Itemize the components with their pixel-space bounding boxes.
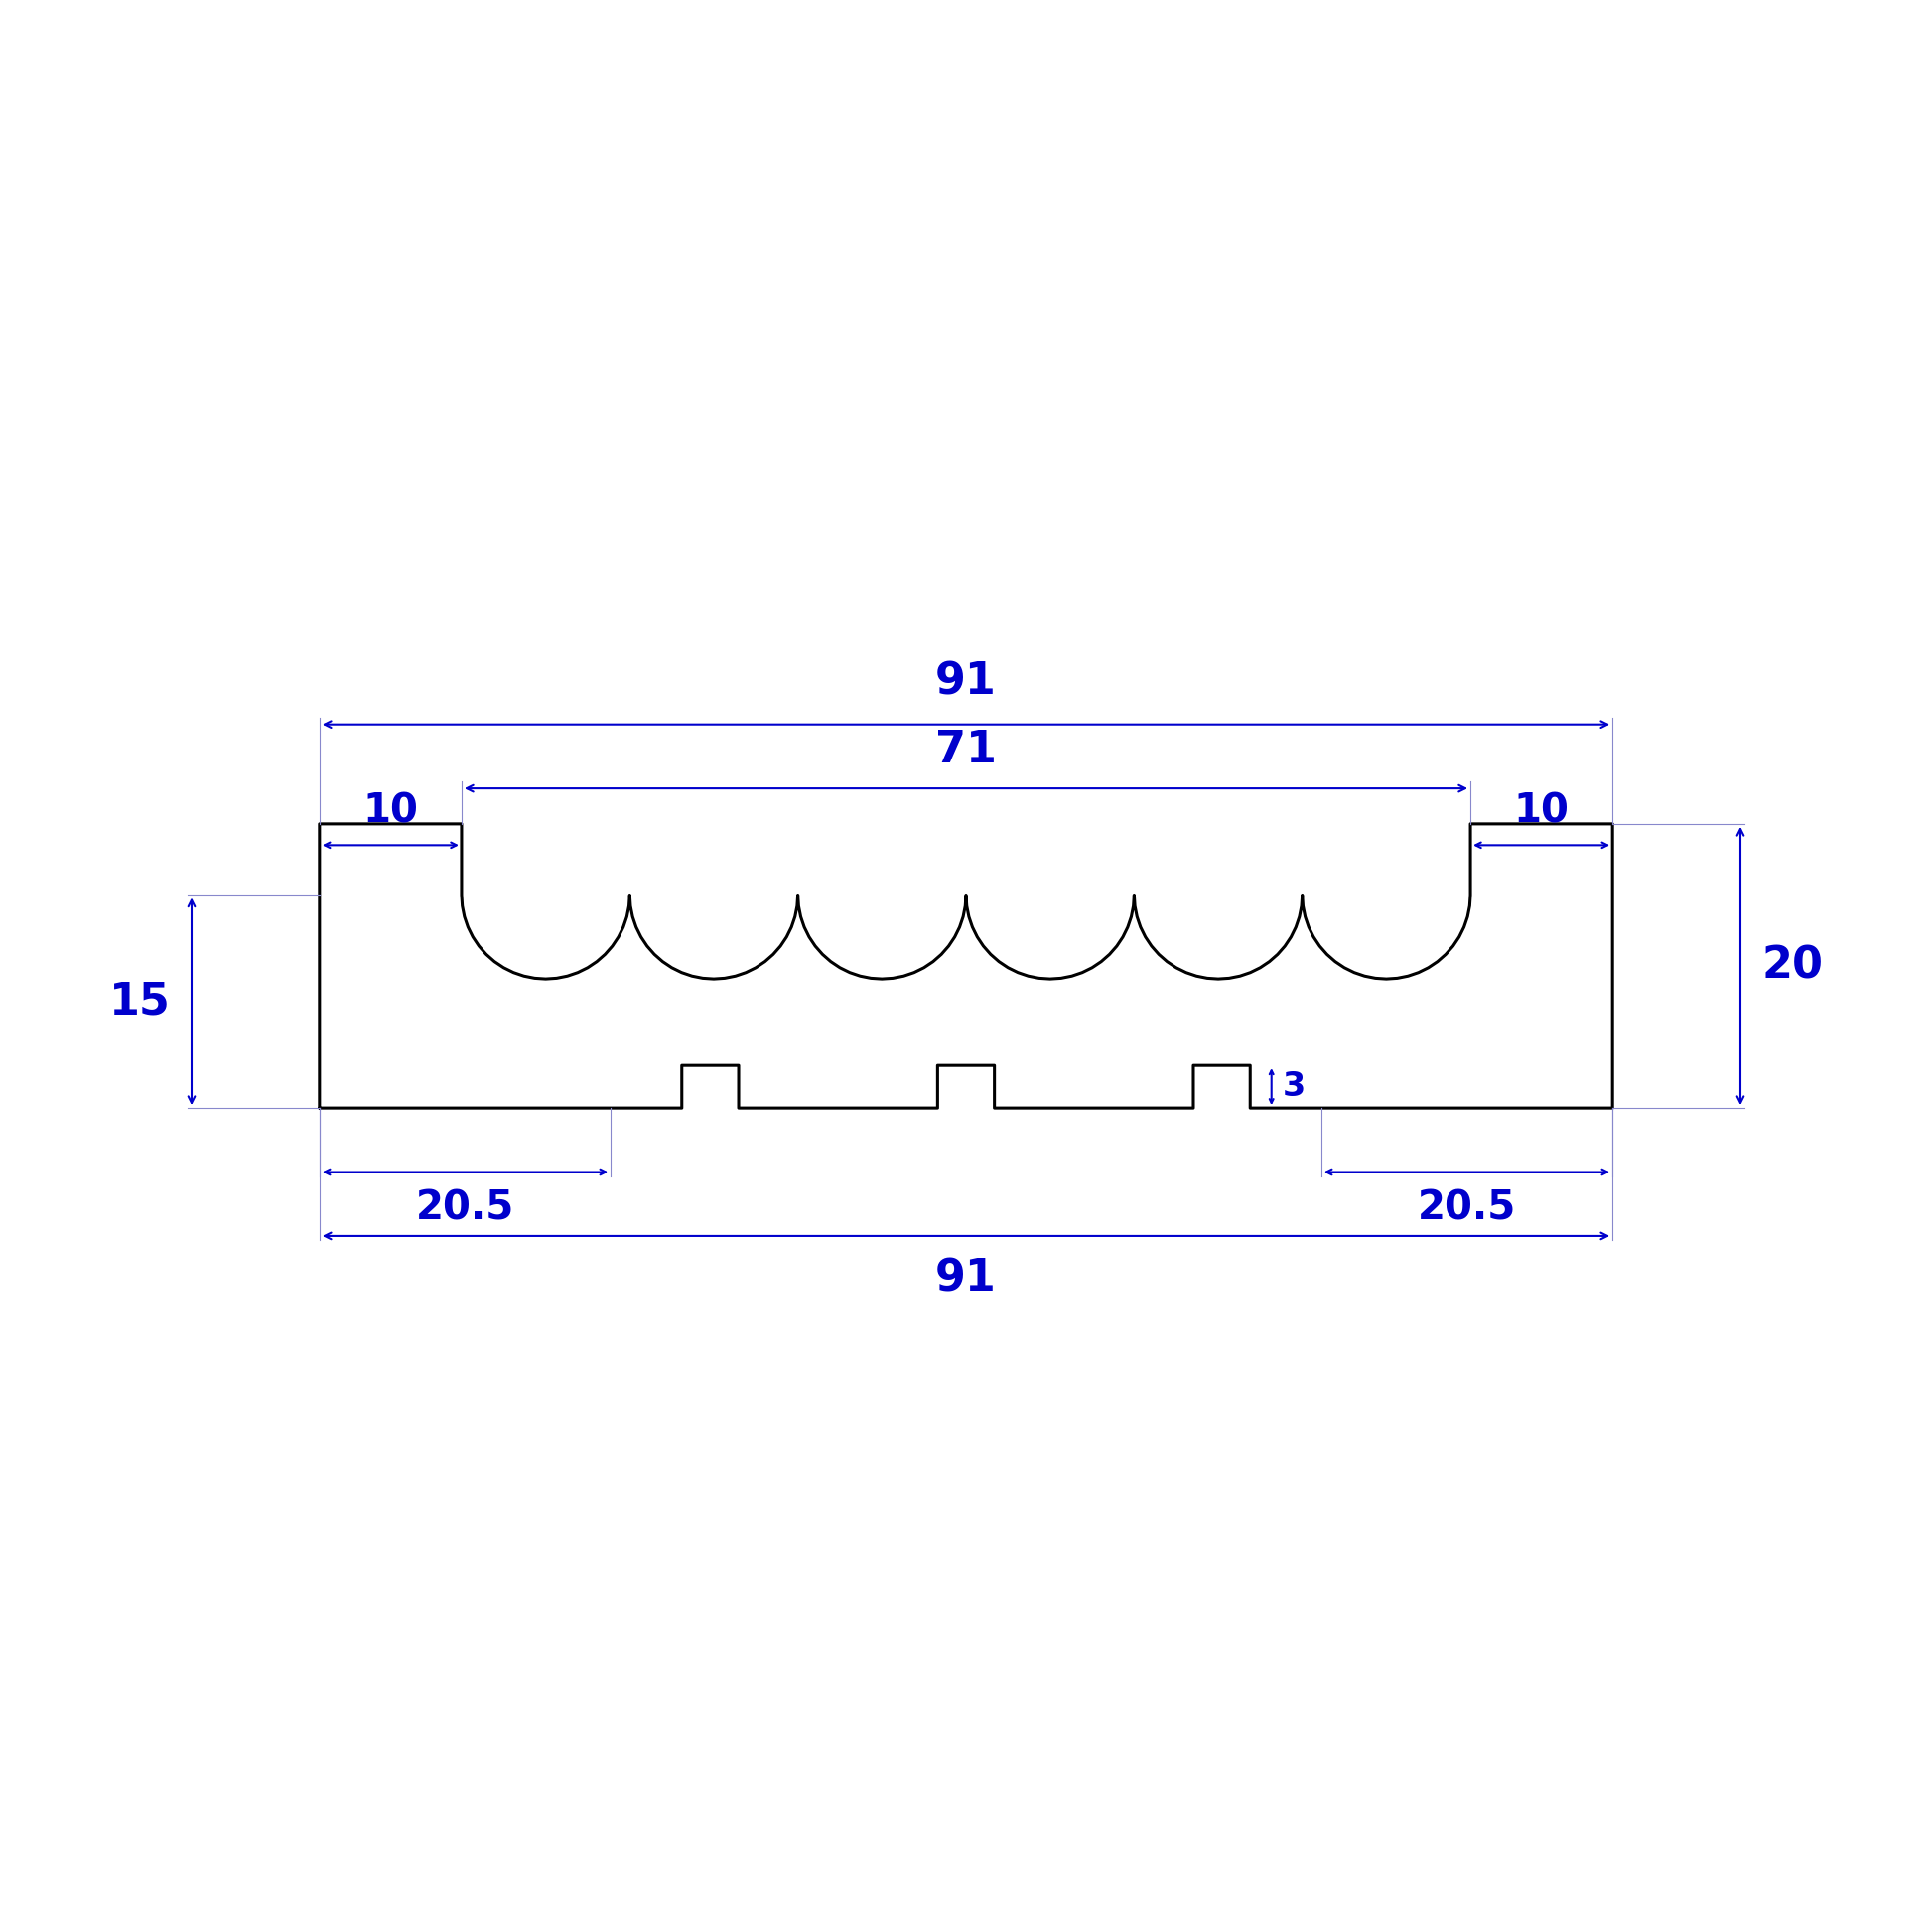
Text: 20: 20 [1762, 945, 1824, 987]
Text: 91: 91 [935, 661, 997, 703]
Text: 20.5: 20.5 [1418, 1188, 1517, 1229]
Text: 10: 10 [1515, 792, 1569, 831]
Text: 20.5: 20.5 [415, 1188, 514, 1229]
Text: 15: 15 [108, 980, 170, 1022]
Text: 10: 10 [363, 792, 417, 831]
Text: 71: 71 [935, 728, 997, 771]
Text: 3: 3 [1283, 1070, 1306, 1103]
Text: 91: 91 [935, 1258, 997, 1300]
